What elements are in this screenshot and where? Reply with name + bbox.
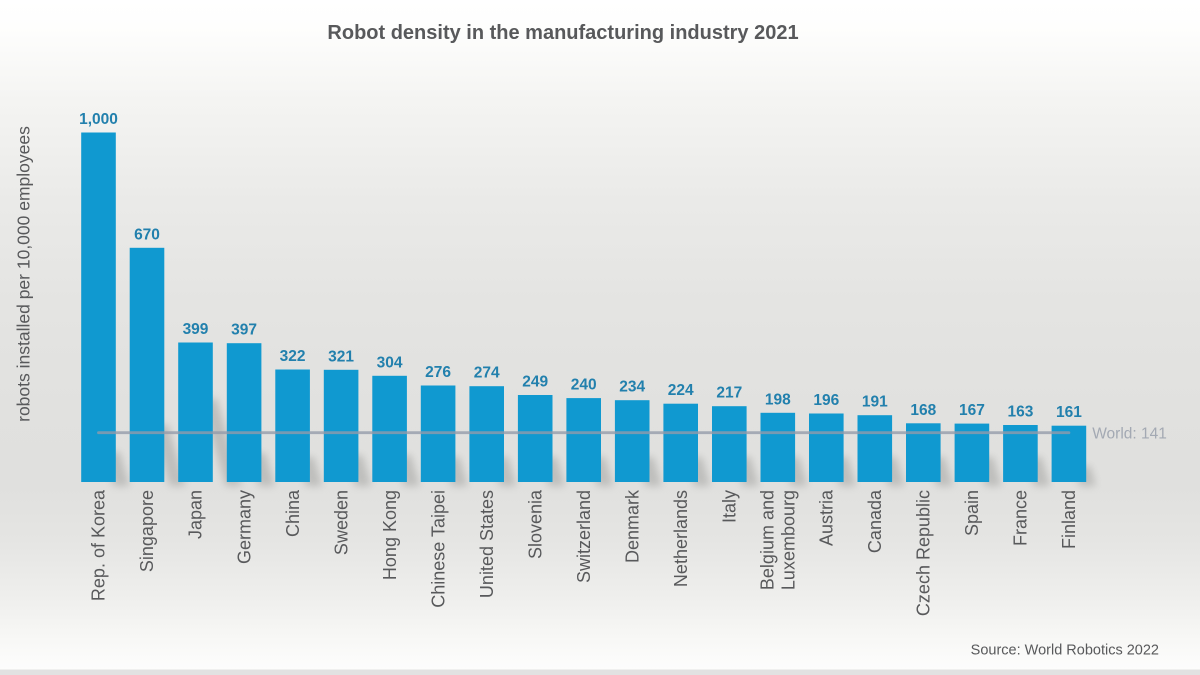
svg-text:Slovenia: Slovenia	[525, 489, 545, 559]
svg-text:Germany: Germany	[234, 490, 254, 564]
svg-text:163: 163	[1007, 404, 1033, 421]
svg-text:Switzerland: Switzerland	[574, 490, 594, 583]
svg-text:robots installed per 10,000 em: robots installed per 10,000 employees	[14, 126, 34, 422]
svg-text:Source: World Robotics 2022: Source: World Robotics 2022	[971, 643, 1159, 659]
svg-text:399: 399	[183, 321, 209, 338]
svg-text:World: 141: World: 141	[1092, 426, 1167, 443]
svg-text:240: 240	[571, 377, 597, 394]
svg-text:Rep. of Korea: Rep. of Korea	[89, 489, 109, 601]
svg-text:Italy: Italy	[720, 490, 740, 523]
svg-text:670: 670	[134, 226, 160, 243]
svg-text:397: 397	[231, 322, 257, 339]
svg-text:Czech Republic: Czech Republic	[914, 490, 934, 616]
svg-text:1,000: 1,000	[79, 111, 118, 128]
svg-text:Luxembourg: Luxembourg	[778, 490, 798, 590]
svg-text:217: 217	[716, 385, 742, 402]
svg-text:Canada: Canada	[865, 489, 885, 553]
svg-text:Chinese Taipei: Chinese Taipei	[428, 490, 448, 608]
svg-text:Sweden: Sweden	[331, 490, 351, 555]
svg-text:322: 322	[280, 348, 306, 365]
svg-text:224: 224	[668, 382, 694, 399]
svg-text:United States: United States	[477, 490, 497, 598]
svg-text:Netherlands: Netherlands	[671, 490, 691, 587]
svg-text:Austria: Austria	[817, 489, 837, 546]
svg-text:168: 168	[910, 402, 936, 419]
svg-text:Spain: Spain	[962, 490, 982, 536]
svg-text:France: France	[1011, 490, 1031, 546]
svg-text:196: 196	[813, 392, 839, 409]
svg-text:234: 234	[619, 379, 645, 396]
svg-text:Robot density in the manufactu: Robot density in the manufacturing indus…	[327, 22, 798, 44]
svg-text:274: 274	[474, 365, 500, 382]
svg-text:304: 304	[377, 354, 403, 371]
svg-text:Denmark: Denmark	[622, 489, 642, 563]
svg-text:321: 321	[328, 348, 354, 365]
svg-text:Hong Kong: Hong Kong	[380, 490, 400, 580]
svg-text:Finland: Finland	[1059, 490, 1079, 549]
svg-text:Japan: Japan	[186, 490, 206, 539]
svg-text:198: 198	[765, 391, 791, 408]
svg-text:249: 249	[522, 374, 548, 391]
svg-text:161: 161	[1056, 404, 1082, 421]
svg-text:167: 167	[959, 402, 985, 419]
svg-text:China: China	[283, 489, 303, 537]
svg-text:Belgium and: Belgium and	[757, 490, 777, 590]
svg-text:276: 276	[425, 364, 451, 381]
svg-text:191: 191	[862, 394, 888, 411]
svg-text:Singapore: Singapore	[137, 490, 157, 572]
